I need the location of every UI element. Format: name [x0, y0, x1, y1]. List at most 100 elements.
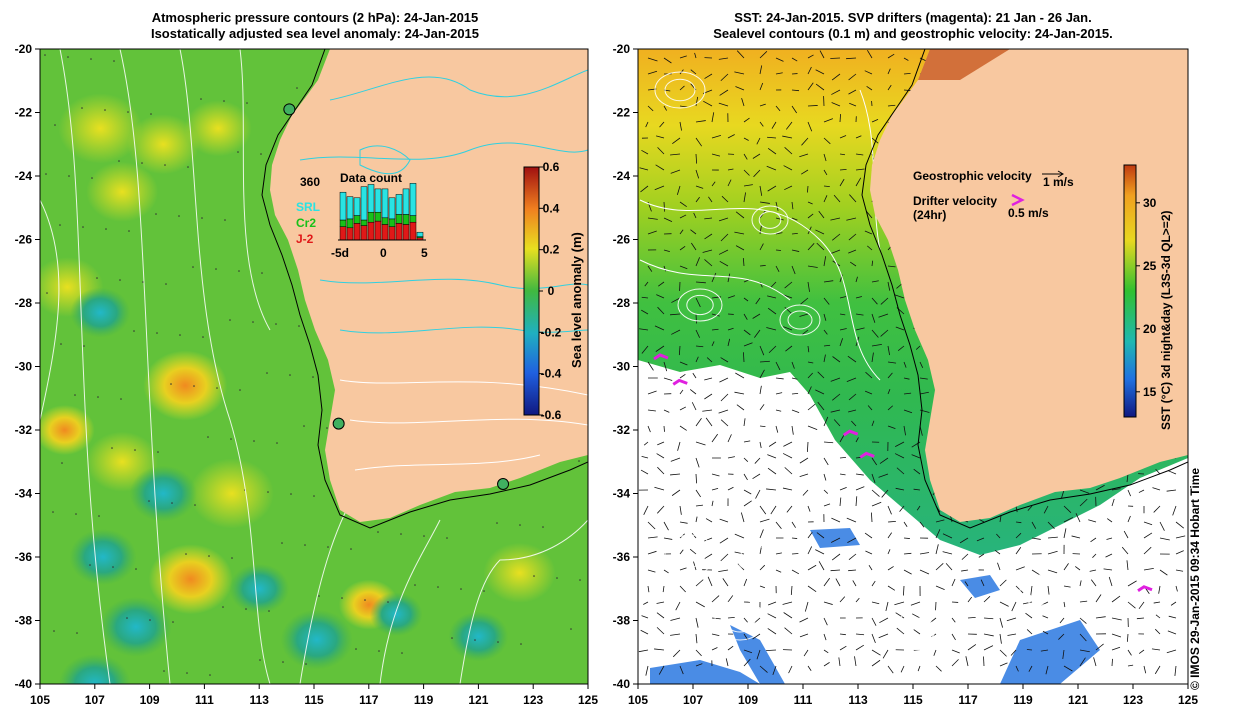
grid-dot [282, 661, 284, 663]
anomaly-patch [70, 287, 131, 338]
anomaly-patch [148, 544, 233, 615]
velocity-arrow [855, 633, 865, 636]
velocity-arrow [679, 246, 686, 251]
grid-dot [238, 270, 240, 272]
velocity-arrow [1015, 547, 1022, 555]
drifter-track [1137, 585, 1153, 592]
sealevel-eddy-contour [751, 205, 789, 235]
velocity-arrow [1060, 489, 1065, 499]
grid-dot [126, 617, 128, 619]
velocity-arrow [849, 261, 857, 267]
sla-colorbar-bar [523, 166, 540, 416]
grid-dot [209, 674, 211, 676]
velocity-arrow [816, 242, 825, 251]
velocity-arrow [1043, 505, 1049, 514]
velocity-arrow [823, 473, 827, 481]
velocity-arrow [807, 213, 814, 219]
velocity-arrow [1093, 657, 1097, 667]
velocity-arrow [759, 385, 762, 395]
inset-bar-srl [360, 186, 368, 221]
velocity-arrow [1158, 585, 1161, 594]
velocity-arrow [903, 409, 913, 414]
velocity-arrow [919, 521, 925, 528]
grid-dot [157, 451, 159, 453]
velocity-arrow [718, 217, 729, 222]
velocity-arrow [1095, 643, 1104, 651]
x-tick-label: 111 [794, 693, 813, 707]
velocity-arrow [727, 338, 731, 347]
velocity-arrow [638, 649, 649, 653]
velocity-arrow [791, 249, 800, 252]
data-count-inset: Data count 360 SRL Cr2 J-2 -5d 0 5 [296, 171, 428, 260]
velocity-arrow [643, 505, 649, 515]
grid-dot [350, 548, 352, 550]
grid-dot [46, 292, 48, 294]
velocity-arrow [823, 457, 829, 466]
velocity-arrow [654, 325, 665, 331]
velocity-arrow [759, 103, 766, 107]
velocity-arrow [848, 553, 857, 560]
velocity-arrow [801, 169, 809, 175]
velocity-arrow [766, 165, 777, 171]
velocity-arrow [727, 134, 735, 139]
velocity-arrow [951, 659, 959, 667]
velocity-arrow [855, 313, 864, 316]
velocity-arrow [1079, 580, 1082, 587]
y-tick-label: -28 [613, 296, 631, 310]
inset-bar-j2 [353, 223, 361, 241]
velocity-arrow [807, 201, 813, 205]
velocity-arrow [775, 57, 784, 62]
velocity-arrow [759, 51, 768, 59]
velocity-arrow [695, 441, 706, 446]
velocity-arrow [1175, 550, 1184, 555]
inset-bar-srl [353, 197, 361, 216]
velocity-arrow [1058, 633, 1065, 640]
grid-dot [446, 537, 448, 539]
inset-bar-j2 [346, 227, 354, 241]
velocity-arrow [1155, 614, 1161, 619]
velocity-arrow [1143, 532, 1153, 539]
velocity-arrow [961, 553, 969, 560]
velocity-arrow [1047, 550, 1058, 555]
grid-dot [60, 343, 62, 345]
velocity-arrow [743, 184, 753, 187]
y-tick-label: -28 [15, 296, 33, 310]
velocity-arrow [823, 313, 827, 321]
velocity-arrow [1027, 505, 1033, 511]
grid-dot [318, 595, 320, 597]
grid-dot [275, 323, 277, 325]
inset-max-label: 360 [300, 175, 320, 189]
land-contour [299, 142, 588, 161]
velocity-arrow [999, 515, 1002, 523]
velocity-arrow [639, 328, 649, 331]
velocity-arrow [1155, 468, 1161, 475]
legend-srl: SRL [296, 200, 320, 214]
sla-tick-label: 0.2 [543, 243, 560, 257]
velocity-arrow [868, 564, 873, 571]
velocity-arrow [672, 137, 681, 145]
drifter-chevron-icon [1011, 193, 1025, 207]
velocity-arrow [1108, 576, 1113, 587]
velocity-arrow [855, 296, 863, 299]
velocity-arrow [695, 633, 698, 644]
velocity-arrow [743, 297, 749, 302]
svp-drifter-tracks [653, 353, 1153, 592]
drifter-track [672, 378, 688, 386]
velocity-arrow [743, 457, 749, 462]
velocity-arrow [935, 563, 944, 571]
velocity-arrow [1031, 521, 1037, 529]
velocity-arrow [887, 372, 893, 379]
velocity-arrow [887, 84, 892, 91]
velocity-arrow [1168, 615, 1177, 619]
grid-dot [326, 427, 328, 429]
grid-dot [260, 153, 262, 155]
velocity-arrow [1025, 612, 1033, 619]
inset-bar-j2 [395, 223, 403, 241]
velocity-arrow [1143, 521, 1153, 526]
y-tick-label: -24 [613, 169, 631, 183]
velocity-arrow [711, 272, 717, 283]
velocity-arrow [752, 153, 761, 159]
velocity-arrow [720, 553, 729, 562]
velocity-arrow [864, 230, 873, 235]
velocity-arrow [816, 532, 825, 539]
